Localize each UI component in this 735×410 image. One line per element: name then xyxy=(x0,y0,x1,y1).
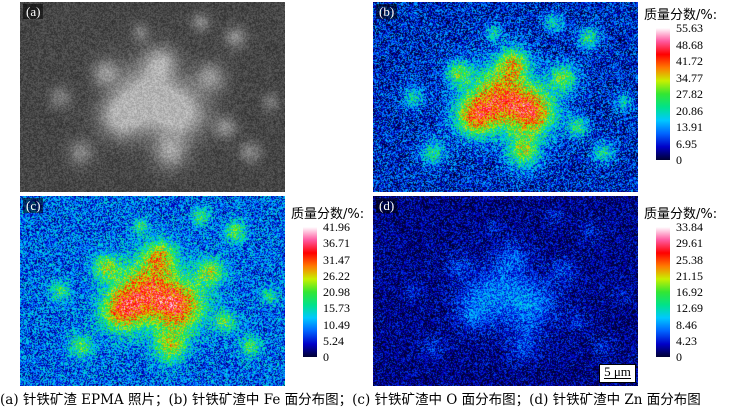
colorbar-c: 质量分数/%: 41.96 36.71 31.47 26.22 20.98 15.73 10… xyxy=(291,203,371,363)
colorbar-d-title: 质量分数/%: xyxy=(644,207,718,222)
colorbar-b-tick: 41.72 xyxy=(676,54,703,68)
panel-a-epma-photo: (a) xyxy=(20,2,285,192)
figure-caption: (a) 针铁矿渣 EPMA 照片；(b) 针铁矿渣中 Fe 面分布图；(c) 针… xyxy=(0,392,701,408)
colorbar-b-title: 质量分数/%: xyxy=(644,8,718,23)
colorbar-d-tick: 4.23 xyxy=(676,333,697,348)
colorbar-c-tick: 0 xyxy=(323,350,329,364)
epma-image xyxy=(20,2,285,192)
colorbar-d-tick: 12.69 xyxy=(676,301,703,316)
colorbar-d-tick: 16.92 xyxy=(676,285,703,299)
colorbar-b-tick: 0 xyxy=(676,153,682,167)
colorbar-c-tick: 20.98 xyxy=(323,285,350,299)
colorbar-c-tick: 15.73 xyxy=(323,301,350,316)
colorbar-b-tick: 13.91 xyxy=(676,120,703,134)
panel-b-fe-map: (b) xyxy=(373,2,638,192)
colorbar-d-tick: 21.15 xyxy=(676,268,703,283)
colorbar-c-tick: 26.22 xyxy=(323,268,350,283)
colorbar-d-tick: 29.61 xyxy=(676,236,703,251)
colorbar-c-title: 质量分数/%: xyxy=(291,207,365,222)
colorbar-b-tick: 6.95 xyxy=(676,136,697,151)
colorbar-c-tick: 36.71 xyxy=(323,236,350,251)
o-distribution-map xyxy=(20,196,285,386)
panel-d-label: (d) xyxy=(376,198,398,213)
colorbar-b-tick: 55.63 xyxy=(676,21,703,35)
scale-bar: 5 μm xyxy=(599,364,636,383)
colorbar-d-tick: 8.46 xyxy=(676,317,697,332)
zn-distribution-map xyxy=(373,196,638,386)
colorbar-d-gradient xyxy=(656,227,670,357)
colorbar-c-gradient xyxy=(303,227,317,357)
colorbar-d: 质量分数/%: 33.84 29.61 25.38 21.15 16.92 12.69 8.… xyxy=(644,203,734,363)
colorbar-d-tick: 0 xyxy=(676,350,682,364)
colorbar-c-tick: 10.49 xyxy=(323,317,350,332)
colorbar-c-tick: 41.96 xyxy=(323,220,350,234)
colorbar-b-gradient xyxy=(656,28,670,160)
panel-a-label: (a) xyxy=(23,4,44,19)
colorbar-d-tick: 33.84 xyxy=(676,220,703,234)
colorbar-b-tick: 34.77 xyxy=(676,70,703,85)
colorbar-d-tick: 25.38 xyxy=(676,252,703,267)
colorbar-b-tick: 27.82 xyxy=(676,87,703,101)
colorbar-b: 质量分数/%: 55.63 48.68 41.72 34.77 27.82 20.86 13… xyxy=(644,4,734,167)
panel-c-o-map: (c) xyxy=(20,196,285,386)
panel-d-zn-map: (d) 5 μm xyxy=(373,196,638,386)
scale-bar-label: 5 μm xyxy=(604,364,631,379)
fe-distribution-map xyxy=(373,2,638,192)
panel-c-label: (c) xyxy=(23,198,44,213)
colorbar-c-tick: 31.47 xyxy=(323,252,350,267)
panel-b-label: (b) xyxy=(376,4,398,19)
colorbar-c-tick: 5.24 xyxy=(323,333,344,348)
colorbar-b-tick: 20.86 xyxy=(676,103,703,118)
colorbar-b-tick: 48.68 xyxy=(676,37,703,52)
